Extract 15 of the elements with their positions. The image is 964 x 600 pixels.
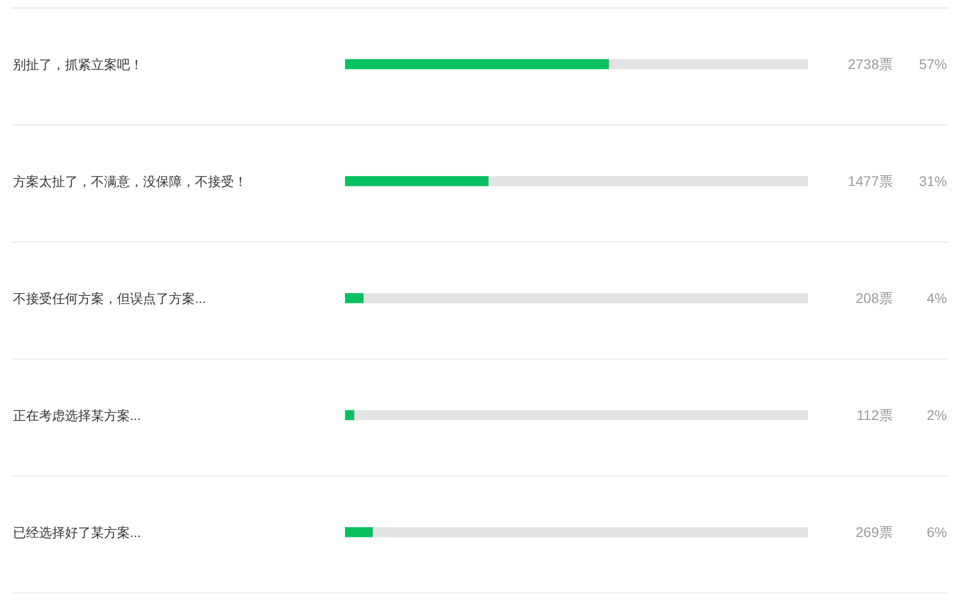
annotation: 208票: [856, 290, 893, 306]
value-label: 57%: [918, 56, 947, 72]
value-label: 6%: [926, 524, 947, 540]
category-label: 不接受任何方案，但误点了方案...: [13, 291, 206, 306]
category-label: 正在考虑选择某方案...: [13, 408, 141, 424]
annotation: 1477票: [848, 173, 893, 190]
value-label: 2%: [926, 407, 947, 424]
annotation: 2738票: [848, 56, 893, 72]
annotation: 269票: [856, 524, 893, 540]
annotation: 112票: [856, 407, 893, 424]
category-label: 方案太扯了，不满意，没保障，不接受！: [13, 174, 247, 190]
category-label: 已经选择好了某方案...: [13, 525, 141, 540]
value-label: 31%: [918, 173, 947, 190]
value-label: 4%: [926, 290, 947, 306]
category-label: 别扯了，抓紧立案吧！: [13, 57, 143, 72]
